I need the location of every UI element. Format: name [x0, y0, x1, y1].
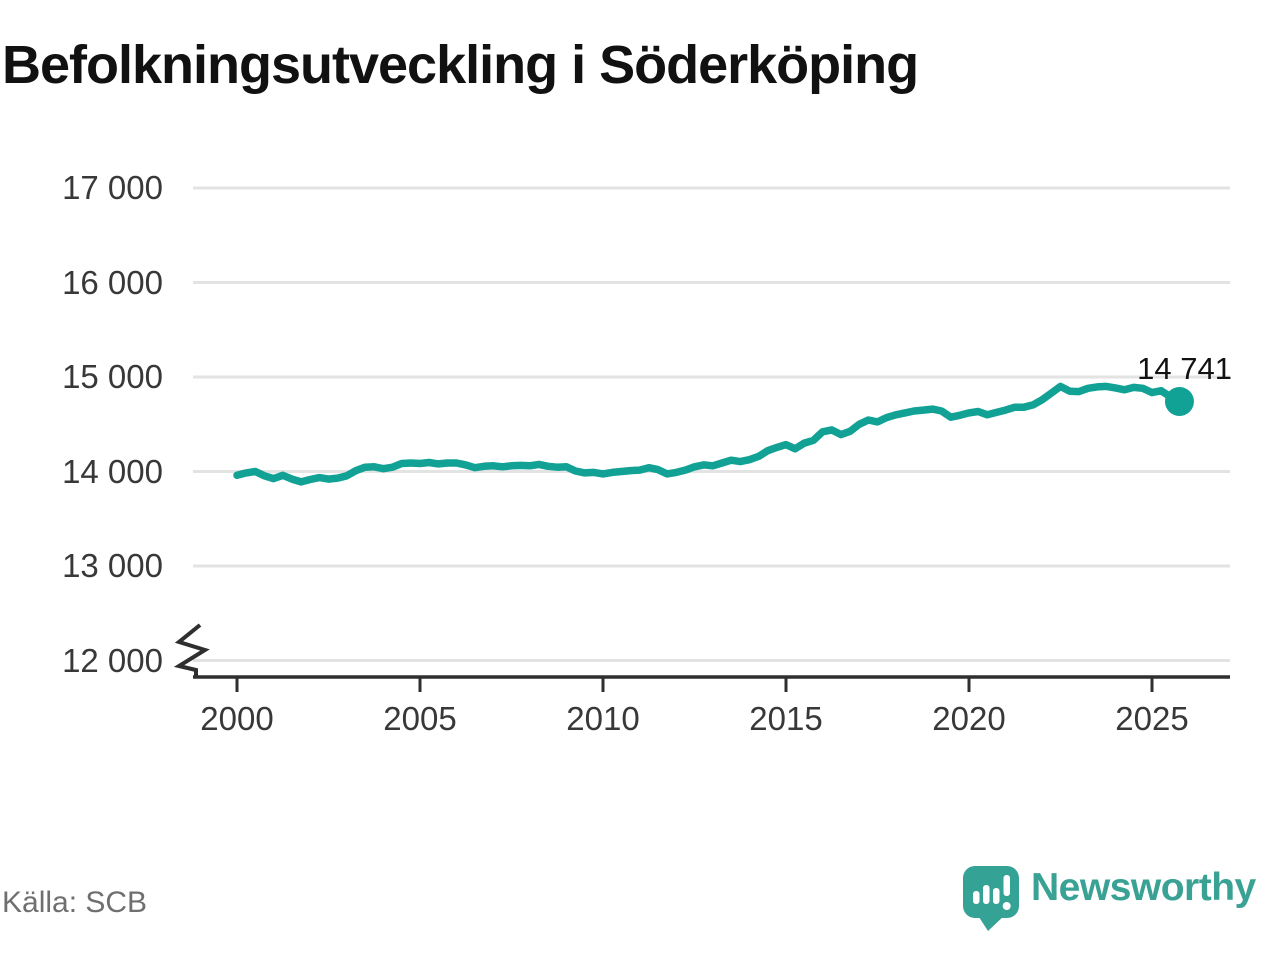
x-tick-label: 2010	[566, 700, 640, 737]
y-tick-label: 14 000	[62, 452, 163, 490]
latest-point-marker	[1164, 386, 1194, 416]
chart-title: Befolkningsutveckling i Söderköping	[2, 35, 919, 95]
source-label: Källa: SCB	[2, 886, 148, 919]
y-tick-label: 17 000	[62, 169, 163, 206]
x-tick-label: 2000	[200, 700, 274, 737]
y-tick-label: 15 000	[62, 358, 163, 395]
latest-value-label: 14 741	[1137, 351, 1232, 386]
newsworthy-speech-bubble-chart-icon	[963, 866, 1019, 931]
y-tick-label: 16 000	[62, 263, 163, 301]
brand-name: Newsworthy	[1031, 866, 1256, 909]
axis-break-icon	[173, 623, 210, 677]
x-tick-label: 2005	[383, 700, 457, 737]
x-tick-label: 2025	[1115, 700, 1189, 737]
x-tick-label: 2020	[932, 700, 1006, 737]
y-tick-label: 13 000	[62, 547, 163, 584]
x-tick-label: 2015	[749, 700, 823, 737]
y-tick-label: 12 000	[62, 641, 163, 679]
population-line	[233, 382, 1184, 486]
newsworthy-brand: Newsworthy	[961, 860, 1276, 936]
